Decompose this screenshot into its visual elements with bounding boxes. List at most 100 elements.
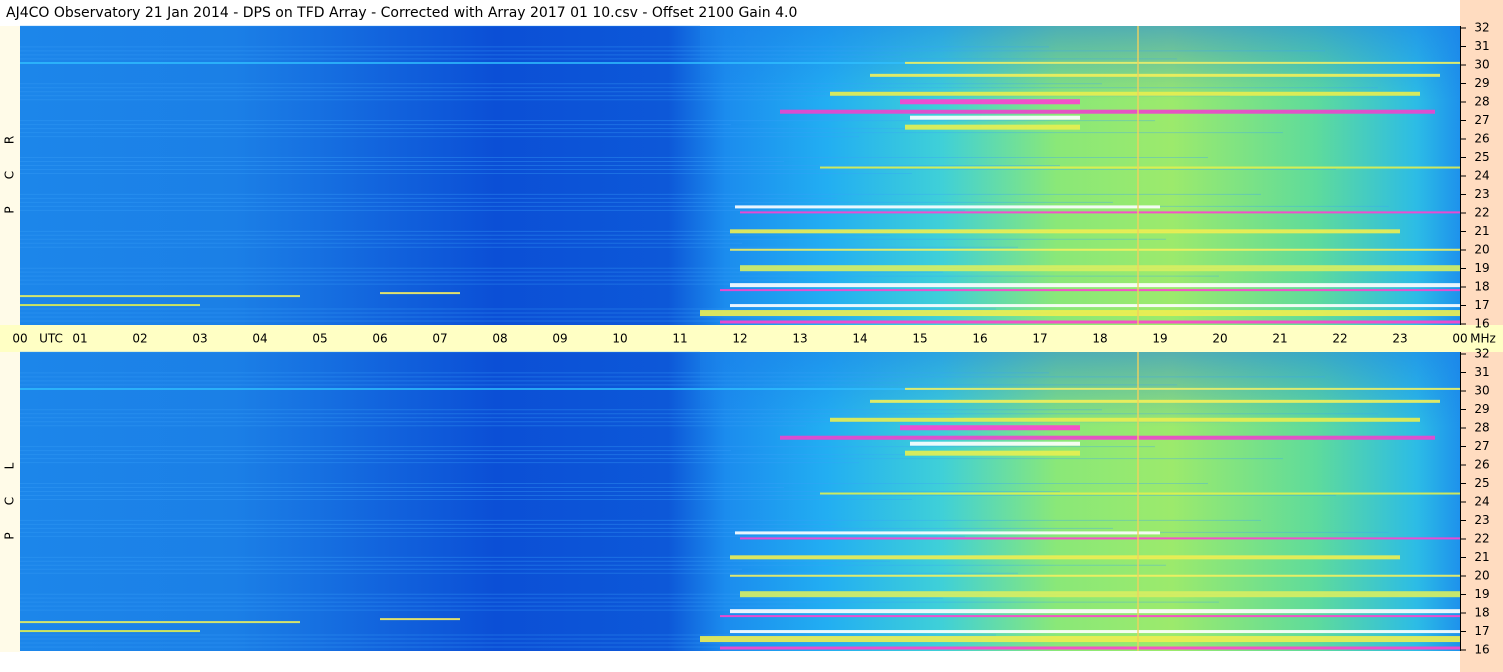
time-label: 08 [492,332,507,346]
emission-stripe [740,537,1460,540]
time-label: 07 [432,332,447,346]
spectrogram-fade [700,26,1460,325]
time-label: 01 [72,332,87,346]
time-label: 00 [1452,332,1467,346]
freq-label: 20 [1474,243,1489,257]
time-label: 05 [312,332,327,346]
emission-stripe [730,229,1400,234]
freq-label: 16 [1474,643,1489,657]
freq-label: 23 [1474,187,1489,201]
emission-stripe [820,492,1460,495]
freq-label: 30 [1474,384,1489,398]
side-label: P [3,532,17,539]
emission-stripe [905,450,1080,456]
spectrogram-fade [700,352,1460,651]
emission-stripe [720,320,1460,324]
freq-label: 29 [1474,76,1489,90]
time-label: 11 [672,332,687,346]
time-label: 23 [1392,332,1407,346]
emission-stripe [905,387,1460,390]
emission-stripe [720,646,1460,650]
freq-label: 22 [1474,206,1489,220]
emission-stripe [820,166,1460,169]
time-label: 10 [612,332,627,346]
emission-stripe [740,211,1460,214]
time-label: 21 [1272,332,1287,346]
time-label: 09 [552,332,567,346]
freq-label: 17 [1474,298,1489,312]
emission-stripe [780,109,1435,114]
freq-label: 27 [1474,113,1489,127]
time-label: 04 [252,332,267,346]
time-label: 13 [792,332,807,346]
freq-label: 17 [1474,624,1489,638]
time-label: 03 [192,332,207,346]
freq-label: 32 [1474,347,1489,361]
time-label: 16 [972,332,987,346]
time-band [0,325,1503,352]
time-label: 02 [132,332,147,346]
freq-label: 19 [1474,587,1489,601]
time-label: 00 [12,332,27,346]
emission-stripe [20,630,200,633]
freq-label: 24 [1474,169,1489,183]
emission-stripe [900,425,1080,431]
emission-stripe [700,636,1460,643]
emission-stripe [730,304,1460,308]
freq-label: 28 [1474,421,1489,435]
freq-label: 25 [1474,150,1489,164]
emission-stripe [730,283,1460,288]
emission-stripe [380,292,460,295]
freq-label: 27 [1474,439,1489,453]
freq-label: 21 [1474,550,1489,564]
freq-label: 18 [1474,280,1489,294]
emission-stripe [740,591,1460,598]
freq-label: 16 [1474,317,1489,331]
freq-label: 29 [1474,402,1489,416]
emission-stripe [730,630,1460,634]
emission-stripe [735,205,1160,209]
time-label: 17 [1032,332,1047,346]
side-label: R [3,136,17,144]
freq-label: 23 [1474,513,1489,527]
emission-stripe [905,124,1080,130]
emission-stripe [870,73,1440,77]
emission-stripe [740,265,1460,272]
emission-stripe [730,574,1460,577]
freq-label: 24 [1474,495,1489,509]
emission-stripe [380,618,460,621]
title: AJ4CO Observatory 21 Jan 2014 - DPS on T… [6,5,797,21]
time-label: 22 [1332,332,1347,346]
freq-label: 28 [1474,95,1489,109]
emission-stripe [910,115,1080,120]
time-label: 14 [852,332,867,346]
emission-stripe [20,621,300,624]
emission-stripe [20,295,300,298]
freq-label: 25 [1474,476,1489,490]
freq-label: 19 [1474,261,1489,275]
freq-label: 26 [1474,458,1489,472]
time-label: 06 [372,332,387,346]
freq-label: 20 [1474,569,1489,583]
emission-stripe [720,615,1460,618]
emission-stripe [20,304,200,307]
emission-stripe [730,609,1460,614]
time-label: 15 [912,332,927,346]
emission-stripe [905,61,1460,64]
side-label: C [3,171,17,179]
freq-label: 30 [1474,58,1489,72]
emission-stripe [900,99,1080,105]
emission-stripe [720,289,1460,292]
emission-stripe [735,531,1160,535]
freq-unit: MHz [1470,332,1496,346]
freq-label: 32 [1474,21,1489,35]
time-zone: UTC [39,332,63,346]
time-label: 18 [1092,332,1107,346]
freq-label: 21 [1474,224,1489,238]
emission-stripe [830,417,1420,422]
time-label: 12 [732,332,747,346]
emission-stripe [780,435,1435,440]
emission-stripe [830,91,1420,96]
emission-stripe [730,248,1460,251]
